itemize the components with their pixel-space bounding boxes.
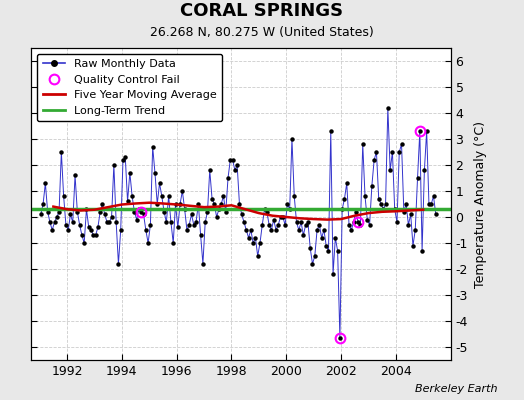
- Legend: Raw Monthly Data, Quality Control Fail, Five Year Moving Average, Long-Term Tren: Raw Monthly Data, Quality Control Fail, …: [37, 54, 222, 121]
- Y-axis label: Temperature Anomaly (°C): Temperature Anomaly (°C): [474, 120, 487, 288]
- Text: 26.268 N, 80.275 W (United States): 26.268 N, 80.275 W (United States): [150, 26, 374, 39]
- Text: Berkeley Earth: Berkeley Earth: [416, 384, 498, 394]
- Text: CORAL SPRINGS: CORAL SPRINGS: [180, 2, 344, 20]
